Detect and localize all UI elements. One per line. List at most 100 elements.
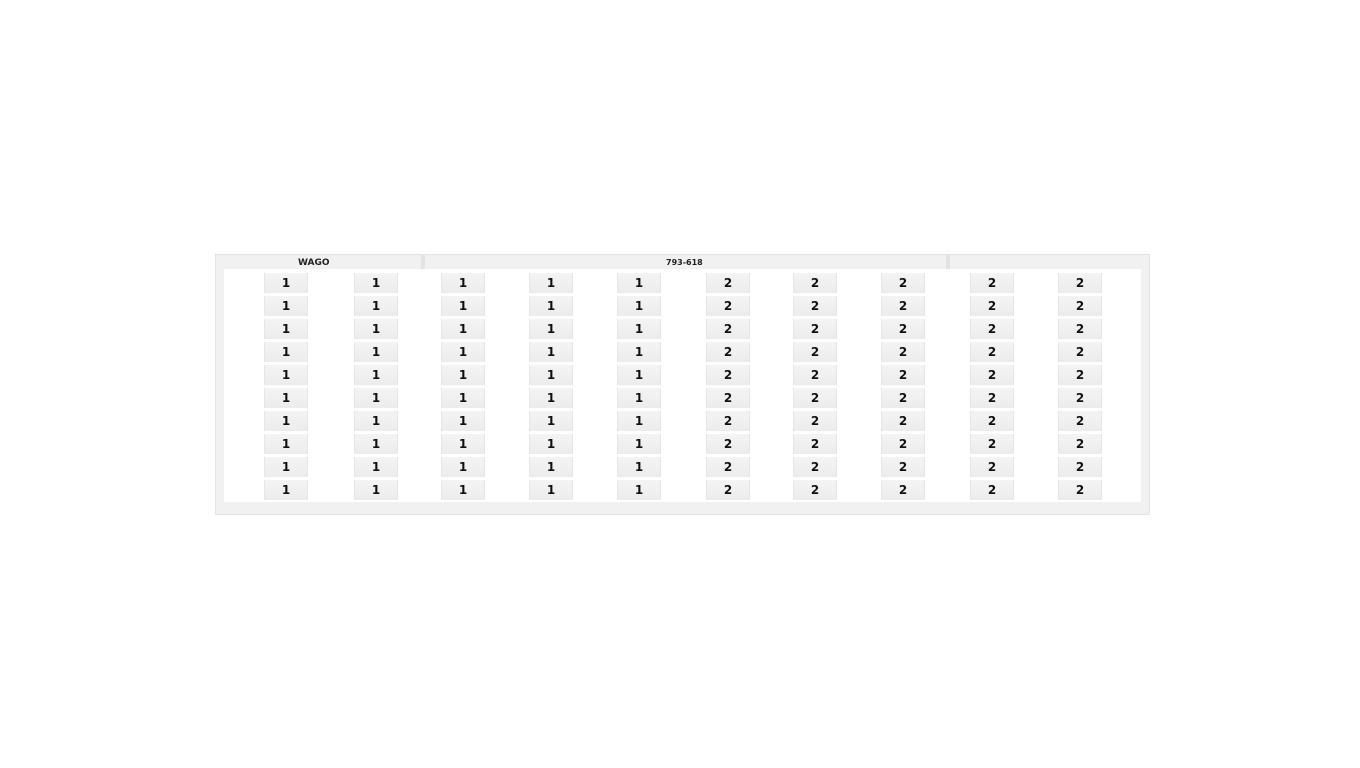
marker-label: 2: [793, 365, 837, 385]
marker-label: 2: [1058, 480, 1102, 500]
marker-label: 2: [970, 342, 1014, 362]
marker-label: 1: [441, 365, 485, 385]
marker-label: 1: [354, 273, 398, 293]
marker-label: 1: [529, 342, 573, 362]
marker-label: 1: [441, 296, 485, 316]
marker-label: 2: [1058, 457, 1102, 477]
marker-label: 1: [354, 296, 398, 316]
marker-label: 1: [617, 411, 661, 431]
marker-label: 2: [706, 411, 750, 431]
marker-label: 2: [881, 457, 925, 477]
marker-label: 2: [881, 411, 925, 431]
marker-label: 2: [1058, 388, 1102, 408]
marker-label: 1: [354, 480, 398, 500]
marker-label: 1: [264, 434, 308, 454]
marker-label: 2: [706, 480, 750, 500]
marker-label: 2: [970, 388, 1014, 408]
marker-label: 2: [881, 434, 925, 454]
marker-label: 1: [441, 434, 485, 454]
marker-label: 1: [264, 480, 308, 500]
marker-label: 2: [970, 365, 1014, 385]
marker-label: 1: [441, 480, 485, 500]
marker-label: 1: [264, 319, 308, 339]
marker-label: 1: [441, 342, 485, 362]
marker-label: 2: [881, 273, 925, 293]
marker-label: 1: [529, 388, 573, 408]
marker-label: 2: [706, 457, 750, 477]
marker-label: 1: [529, 434, 573, 454]
marker-label: 1: [354, 388, 398, 408]
marker-card: WAGO 793-618 1 1 1 1 1 1 1 1 1 1 1 1 1 1 1 1 1 1 1 1 1 1 1 1 1 1 1…: [215, 254, 1150, 515]
marker-label: 1: [264, 457, 308, 477]
marker-label: 2: [706, 319, 750, 339]
marker-label: 2: [970, 480, 1014, 500]
marker-label: 2: [793, 319, 837, 339]
marker-label: 2: [1058, 296, 1102, 316]
marker-label: 1: [529, 411, 573, 431]
marker-label: 1: [264, 296, 308, 316]
marker-label: 1: [617, 319, 661, 339]
marker-label: 1: [529, 273, 573, 293]
marker-label: 1: [354, 319, 398, 339]
marker-label: 1: [354, 457, 398, 477]
marker-label: 2: [793, 296, 837, 316]
marker-label: 1: [264, 365, 308, 385]
marker-label: 2: [881, 388, 925, 408]
marker-label: 2: [793, 388, 837, 408]
marker-label: 2: [793, 434, 837, 454]
marker-label: 2: [706, 342, 750, 362]
marker-label: 2: [793, 480, 837, 500]
marker-label: 2: [706, 388, 750, 408]
marker-label: 1: [441, 411, 485, 431]
marker-label: 2: [1058, 342, 1102, 362]
marker-label: 2: [1058, 411, 1102, 431]
marker-label: 1: [529, 365, 573, 385]
marker-label: 1: [441, 388, 485, 408]
marker-label: 2: [1058, 319, 1102, 339]
marker-label: 1: [529, 296, 573, 316]
marker-label: 2: [970, 411, 1014, 431]
part-number: 793-618: [666, 258, 703, 267]
marker-label: 2: [793, 342, 837, 362]
marker-label: 1: [617, 342, 661, 362]
marker-label: 2: [793, 457, 837, 477]
marker-label: 2: [793, 273, 837, 293]
marker-label: 2: [1058, 273, 1102, 293]
marker-label: 2: [706, 273, 750, 293]
marker-label: 1: [617, 457, 661, 477]
marker-label: 1: [264, 388, 308, 408]
marker-label: 2: [881, 296, 925, 316]
marker-label: 1: [617, 296, 661, 316]
marker-label: 2: [881, 365, 925, 385]
marker-label: 1: [441, 319, 485, 339]
marker-label: 1: [529, 480, 573, 500]
marker-label: 1: [617, 365, 661, 385]
card-notch: [946, 255, 950, 269]
marker-label: 1: [264, 273, 308, 293]
marker-label: 2: [881, 480, 925, 500]
marker-label: 2: [970, 296, 1014, 316]
marker-label: 1: [529, 319, 573, 339]
marker-label: 1: [529, 457, 573, 477]
marker-label: 1: [441, 273, 485, 293]
marker-label: 2: [1058, 434, 1102, 454]
marker-label: 2: [793, 411, 837, 431]
marker-label: 2: [970, 457, 1014, 477]
marker-label: 2: [1058, 365, 1102, 385]
marker-label: 2: [706, 434, 750, 454]
marker-label: 1: [264, 342, 308, 362]
marker-label: 1: [354, 365, 398, 385]
brand-label: WAGO: [298, 258, 330, 268]
marker-label: 1: [354, 434, 398, 454]
marker-label: 2: [970, 434, 1014, 454]
card-notch: [421, 255, 425, 269]
marker-label: 1: [354, 411, 398, 431]
marker-label: 1: [441, 457, 485, 477]
marker-label: 1: [354, 342, 398, 362]
marker-label: 2: [706, 365, 750, 385]
marker-label: 2: [970, 319, 1014, 339]
marker-label: 2: [881, 319, 925, 339]
marker-label: 1: [617, 480, 661, 500]
marker-label: 1: [617, 273, 661, 293]
marker-label: 1: [617, 388, 661, 408]
